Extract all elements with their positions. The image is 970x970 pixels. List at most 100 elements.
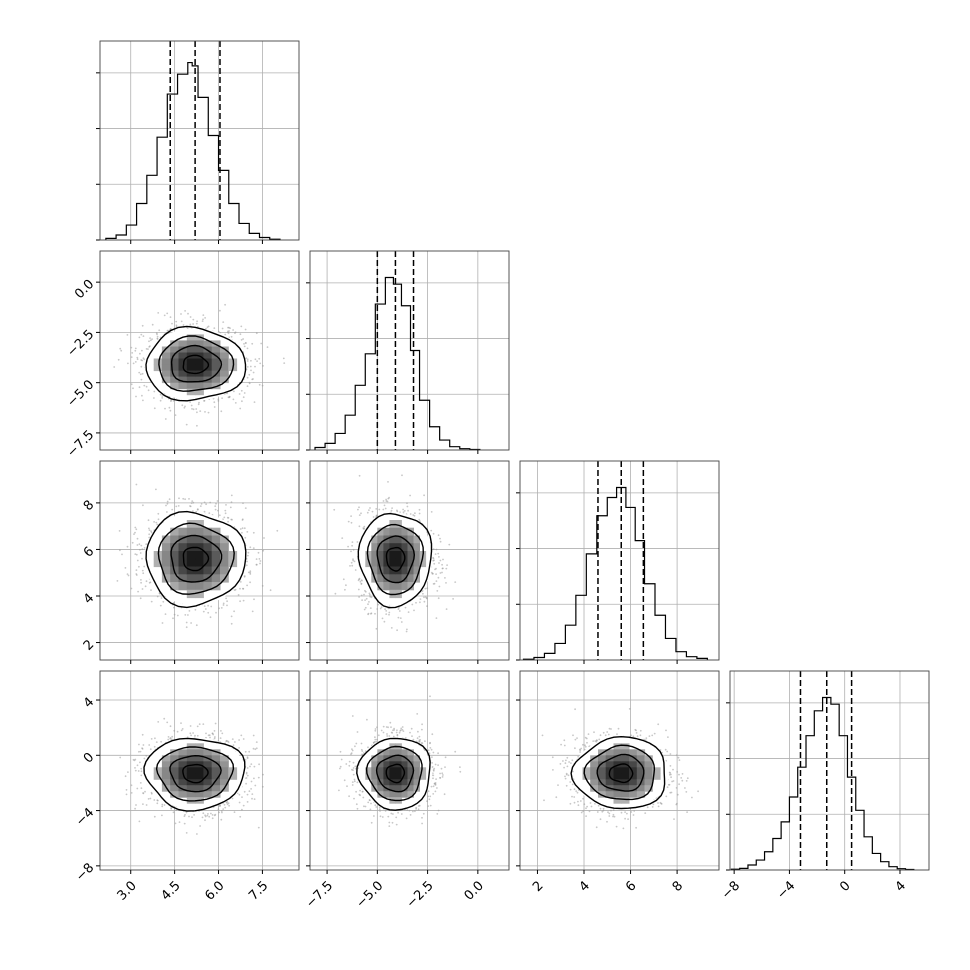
density-cell bbox=[211, 376, 221, 384]
scatter-point bbox=[396, 509, 398, 512]
scatter-point bbox=[226, 600, 229, 603]
density-cell bbox=[195, 376, 204, 384]
scatter-point bbox=[333, 508, 336, 511]
scatter-point bbox=[253, 598, 255, 601]
scatter-point bbox=[243, 345, 246, 348]
y-tick-label: 4 bbox=[81, 591, 97, 607]
scatter-point bbox=[143, 565, 146, 568]
scatter-point bbox=[141, 548, 144, 551]
scatter-point bbox=[239, 528, 242, 530]
scatter-point bbox=[151, 338, 154, 340]
density-content bbox=[113, 303, 286, 427]
scatter-point bbox=[234, 402, 237, 404]
density-cell bbox=[220, 535, 229, 544]
scatter-point bbox=[246, 366, 249, 368]
scatter-point bbox=[390, 627, 393, 629]
scatter-point bbox=[161, 395, 164, 397]
scatter-point bbox=[439, 572, 442, 574]
scatter-point bbox=[148, 529, 151, 531]
scatter-point bbox=[445, 582, 447, 584]
scatter-point bbox=[185, 621, 188, 624]
contour-line bbox=[170, 534, 223, 583]
scatter-point bbox=[220, 607, 223, 609]
scatter-point bbox=[126, 573, 129, 575]
scatter-point bbox=[175, 320, 178, 323]
scatter-point bbox=[140, 359, 143, 361]
scatter-point bbox=[191, 408, 193, 410]
scatter-point bbox=[269, 589, 272, 592]
scatter-point bbox=[442, 558, 444, 561]
scatter-point bbox=[184, 310, 187, 312]
scatter-point bbox=[244, 342, 247, 344]
density-cell bbox=[178, 376, 188, 384]
scatter-point bbox=[352, 558, 354, 561]
scatter-point bbox=[256, 360, 258, 362]
density-cell bbox=[220, 352, 229, 359]
scatter-point bbox=[242, 458, 244, 460]
scatter-point bbox=[441, 571, 443, 574]
scatter-point bbox=[119, 549, 121, 552]
scatter-point bbox=[438, 556, 440, 558]
density-cell bbox=[178, 543, 188, 552]
scatter-point bbox=[216, 500, 219, 502]
scatter-point bbox=[437, 534, 440, 537]
scatter-point bbox=[143, 384, 146, 387]
scatter-point bbox=[376, 608, 379, 610]
density-cell bbox=[170, 358, 179, 365]
density-cell bbox=[161, 352, 171, 359]
scatter-point bbox=[360, 579, 363, 582]
scatter-point bbox=[397, 608, 400, 610]
scatter-point bbox=[161, 397, 164, 399]
scatter-point bbox=[164, 407, 166, 410]
density-content bbox=[333, 474, 457, 633]
scatter-point bbox=[130, 356, 133, 358]
scatter-point bbox=[246, 360, 249, 362]
scatter-point bbox=[249, 573, 252, 575]
scatter-point bbox=[226, 604, 228, 607]
scatter-point bbox=[246, 347, 249, 350]
scatter-point bbox=[249, 365, 252, 368]
scatter-point bbox=[228, 330, 231, 332]
scatter-point bbox=[189, 505, 191, 507]
scatter-point bbox=[413, 609, 415, 612]
scatter-point bbox=[159, 399, 162, 402]
scatter-point bbox=[174, 414, 177, 416]
scatter-point bbox=[371, 510, 374, 513]
scatter-point bbox=[172, 617, 174, 620]
scatter-point bbox=[229, 506, 232, 509]
density-cell bbox=[178, 535, 188, 544]
scatter-point bbox=[222, 604, 225, 606]
scatter-point bbox=[219, 309, 221, 312]
density-cell bbox=[186, 346, 196, 353]
scatter-point bbox=[157, 518, 160, 521]
scatter-point bbox=[255, 563, 258, 566]
scatter-point bbox=[239, 407, 242, 410]
scatter-point bbox=[437, 552, 440, 555]
density-cell bbox=[203, 582, 213, 591]
scatter-point bbox=[185, 423, 188, 426]
scatter-point bbox=[406, 505, 409, 508]
scatter-point bbox=[356, 541, 359, 543]
scatter-point bbox=[220, 410, 223, 413]
scatter-point bbox=[435, 617, 438, 619]
scatter-point bbox=[432, 556, 434, 559]
scatter-point bbox=[175, 324, 178, 327]
scatter-point bbox=[378, 508, 381, 511]
density-cell bbox=[195, 535, 204, 544]
scatter-point bbox=[350, 521, 353, 524]
scatter-point bbox=[246, 358, 249, 361]
scatter-point bbox=[191, 500, 194, 502]
scatter-point bbox=[400, 621, 403, 623]
scatter-point bbox=[116, 580, 119, 582]
scatter-point bbox=[140, 544, 143, 547]
density-cell bbox=[186, 370, 196, 378]
scatter-point bbox=[349, 565, 351, 567]
density-cell bbox=[211, 364, 221, 372]
scatter-point bbox=[190, 622, 193, 624]
density-cell bbox=[170, 574, 179, 583]
scatter-point bbox=[150, 589, 152, 591]
scatter-point bbox=[353, 560, 356, 563]
scatter-point bbox=[223, 516, 226, 519]
density-cell bbox=[178, 558, 188, 568]
scatter-point bbox=[171, 322, 173, 325]
